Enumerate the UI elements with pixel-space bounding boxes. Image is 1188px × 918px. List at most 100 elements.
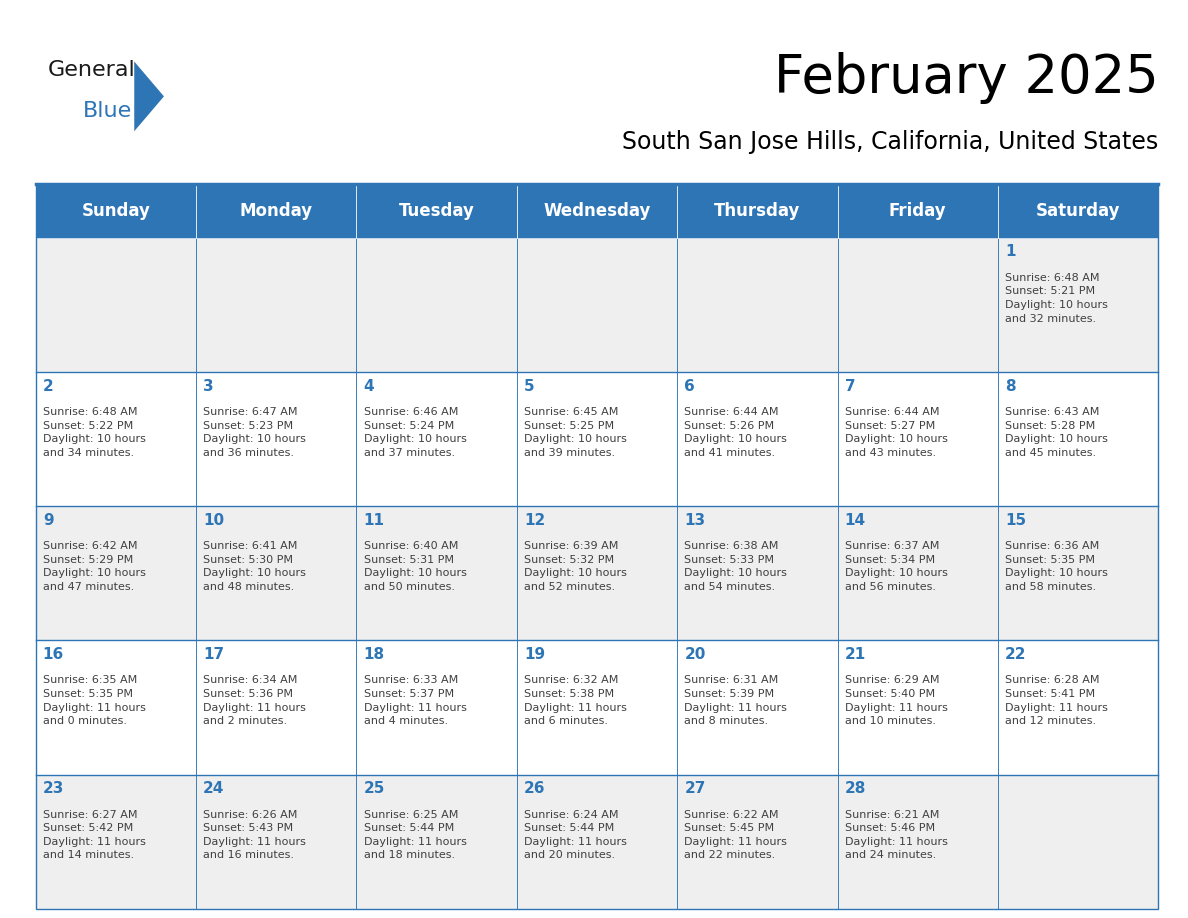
Text: Sunrise: 6:33 AM
Sunset: 5:37 PM
Daylight: 11 hours
and 4 minutes.: Sunrise: 6:33 AM Sunset: 5:37 PM Dayligh…: [364, 676, 467, 726]
Text: Sunrise: 6:24 AM
Sunset: 5:44 PM
Daylight: 11 hours
and 20 minutes.: Sunrise: 6:24 AM Sunset: 5:44 PM Dayligh…: [524, 810, 627, 860]
Text: 11: 11: [364, 513, 385, 528]
Bar: [677, 184, 838, 238]
Bar: [36, 372, 196, 507]
Bar: [36, 507, 196, 641]
Bar: [677, 238, 838, 372]
Bar: [356, 641, 517, 775]
Text: Sunrise: 6:48 AM
Sunset: 5:22 PM
Daylight: 10 hours
and 34 minutes.: Sunrise: 6:48 AM Sunset: 5:22 PM Dayligh…: [43, 407, 146, 458]
Text: Sunrise: 6:41 AM
Sunset: 5:30 PM
Daylight: 10 hours
and 48 minutes.: Sunrise: 6:41 AM Sunset: 5:30 PM Dayligh…: [203, 542, 307, 592]
Text: February 2025: February 2025: [773, 52, 1158, 104]
Text: Sunrise: 6:47 AM
Sunset: 5:23 PM
Daylight: 10 hours
and 36 minutes.: Sunrise: 6:47 AM Sunset: 5:23 PM Dayligh…: [203, 407, 307, 458]
Text: Sunrise: 6:26 AM
Sunset: 5:43 PM
Daylight: 11 hours
and 16 minutes.: Sunrise: 6:26 AM Sunset: 5:43 PM Dayligh…: [203, 810, 307, 860]
Bar: [677, 372, 838, 507]
Bar: [517, 507, 677, 641]
Bar: [998, 238, 1158, 372]
Text: 27: 27: [684, 781, 706, 796]
Text: 17: 17: [203, 647, 225, 662]
Bar: [998, 641, 1158, 775]
Bar: [356, 184, 517, 238]
Bar: [838, 641, 998, 775]
Bar: [517, 238, 677, 372]
Bar: [838, 238, 998, 372]
Bar: [517, 372, 677, 507]
Text: 6: 6: [684, 378, 695, 394]
Bar: [838, 372, 998, 507]
Text: 12: 12: [524, 513, 545, 528]
Text: 21: 21: [845, 647, 866, 662]
Bar: [196, 775, 356, 909]
Bar: [998, 775, 1158, 909]
Text: Sunrise: 6:21 AM
Sunset: 5:46 PM
Daylight: 11 hours
and 24 minutes.: Sunrise: 6:21 AM Sunset: 5:46 PM Dayligh…: [845, 810, 948, 860]
Bar: [517, 184, 677, 238]
Text: 25: 25: [364, 781, 385, 796]
Text: Blue: Blue: [83, 101, 132, 121]
Text: Sunrise: 6:38 AM
Sunset: 5:33 PM
Daylight: 10 hours
and 54 minutes.: Sunrise: 6:38 AM Sunset: 5:33 PM Dayligh…: [684, 542, 788, 592]
Text: 26: 26: [524, 781, 545, 796]
Bar: [196, 641, 356, 775]
Text: 4: 4: [364, 378, 374, 394]
Text: Sunrise: 6:48 AM
Sunset: 5:21 PM
Daylight: 10 hours
and 32 minutes.: Sunrise: 6:48 AM Sunset: 5:21 PM Dayligh…: [1005, 273, 1108, 324]
Text: Sunrise: 6:27 AM
Sunset: 5:42 PM
Daylight: 11 hours
and 14 minutes.: Sunrise: 6:27 AM Sunset: 5:42 PM Dayligh…: [43, 810, 146, 860]
Bar: [196, 184, 356, 238]
Text: 10: 10: [203, 513, 225, 528]
Text: Sunday: Sunday: [82, 202, 150, 219]
Bar: [36, 238, 196, 372]
Text: Sunrise: 6:32 AM
Sunset: 5:38 PM
Daylight: 11 hours
and 6 minutes.: Sunrise: 6:32 AM Sunset: 5:38 PM Dayligh…: [524, 676, 627, 726]
Text: 28: 28: [845, 781, 866, 796]
Text: 5: 5: [524, 378, 535, 394]
Text: 20: 20: [684, 647, 706, 662]
Text: Sunrise: 6:39 AM
Sunset: 5:32 PM
Daylight: 10 hours
and 52 minutes.: Sunrise: 6:39 AM Sunset: 5:32 PM Dayligh…: [524, 542, 627, 592]
Text: 13: 13: [684, 513, 706, 528]
Text: Sunrise: 6:25 AM
Sunset: 5:44 PM
Daylight: 11 hours
and 18 minutes.: Sunrise: 6:25 AM Sunset: 5:44 PM Dayligh…: [364, 810, 467, 860]
Text: 7: 7: [845, 378, 855, 394]
Text: 24: 24: [203, 781, 225, 796]
Text: Sunrise: 6:34 AM
Sunset: 5:36 PM
Daylight: 11 hours
and 2 minutes.: Sunrise: 6:34 AM Sunset: 5:36 PM Dayligh…: [203, 676, 307, 726]
Bar: [517, 775, 677, 909]
Text: 19: 19: [524, 647, 545, 662]
Text: 2: 2: [43, 378, 53, 394]
Text: 16: 16: [43, 647, 64, 662]
Text: Tuesday: Tuesday: [399, 202, 474, 219]
Bar: [36, 641, 196, 775]
Text: 14: 14: [845, 513, 866, 528]
Bar: [998, 372, 1158, 507]
Text: Friday: Friday: [889, 202, 947, 219]
Text: Monday: Monday: [240, 202, 312, 219]
Text: Sunrise: 6:46 AM
Sunset: 5:24 PM
Daylight: 10 hours
and 37 minutes.: Sunrise: 6:46 AM Sunset: 5:24 PM Dayligh…: [364, 407, 467, 458]
Bar: [356, 238, 517, 372]
Text: 1: 1: [1005, 244, 1016, 260]
Text: General: General: [48, 60, 135, 80]
Text: Sunrise: 6:44 AM
Sunset: 5:26 PM
Daylight: 10 hours
and 41 minutes.: Sunrise: 6:44 AM Sunset: 5:26 PM Dayligh…: [684, 407, 788, 458]
Text: Sunrise: 6:22 AM
Sunset: 5:45 PM
Daylight: 11 hours
and 22 minutes.: Sunrise: 6:22 AM Sunset: 5:45 PM Dayligh…: [684, 810, 788, 860]
Text: Thursday: Thursday: [714, 202, 801, 219]
Text: 15: 15: [1005, 513, 1026, 528]
Bar: [677, 507, 838, 641]
Text: 9: 9: [43, 513, 53, 528]
Text: Saturday: Saturday: [1036, 202, 1120, 219]
Text: Sunrise: 6:40 AM
Sunset: 5:31 PM
Daylight: 10 hours
and 50 minutes.: Sunrise: 6:40 AM Sunset: 5:31 PM Dayligh…: [364, 542, 467, 592]
Text: 3: 3: [203, 378, 214, 394]
Bar: [36, 184, 196, 238]
Bar: [36, 775, 196, 909]
Text: 8: 8: [1005, 378, 1016, 394]
Bar: [356, 372, 517, 507]
Bar: [196, 238, 356, 372]
Bar: [838, 775, 998, 909]
Text: 23: 23: [43, 781, 64, 796]
Bar: [998, 507, 1158, 641]
Text: Sunrise: 6:45 AM
Sunset: 5:25 PM
Daylight: 10 hours
and 39 minutes.: Sunrise: 6:45 AM Sunset: 5:25 PM Dayligh…: [524, 407, 627, 458]
Bar: [356, 775, 517, 909]
Text: Sunrise: 6:43 AM
Sunset: 5:28 PM
Daylight: 10 hours
and 45 minutes.: Sunrise: 6:43 AM Sunset: 5:28 PM Dayligh…: [1005, 407, 1108, 458]
Bar: [838, 507, 998, 641]
Bar: [196, 372, 356, 507]
Text: Sunrise: 6:29 AM
Sunset: 5:40 PM
Daylight: 11 hours
and 10 minutes.: Sunrise: 6:29 AM Sunset: 5:40 PM Dayligh…: [845, 676, 948, 726]
Bar: [196, 507, 356, 641]
Bar: [838, 184, 998, 238]
Text: Sunrise: 6:31 AM
Sunset: 5:39 PM
Daylight: 11 hours
and 8 minutes.: Sunrise: 6:31 AM Sunset: 5:39 PM Dayligh…: [684, 676, 788, 726]
Bar: [36, 184, 1158, 909]
Text: Sunrise: 6:28 AM
Sunset: 5:41 PM
Daylight: 11 hours
and 12 minutes.: Sunrise: 6:28 AM Sunset: 5:41 PM Dayligh…: [1005, 676, 1108, 726]
Text: Sunrise: 6:37 AM
Sunset: 5:34 PM
Daylight: 10 hours
and 56 minutes.: Sunrise: 6:37 AM Sunset: 5:34 PM Dayligh…: [845, 542, 948, 592]
Text: Sunrise: 6:42 AM
Sunset: 5:29 PM
Daylight: 10 hours
and 47 minutes.: Sunrise: 6:42 AM Sunset: 5:29 PM Dayligh…: [43, 542, 146, 592]
Bar: [998, 184, 1158, 238]
Bar: [677, 641, 838, 775]
